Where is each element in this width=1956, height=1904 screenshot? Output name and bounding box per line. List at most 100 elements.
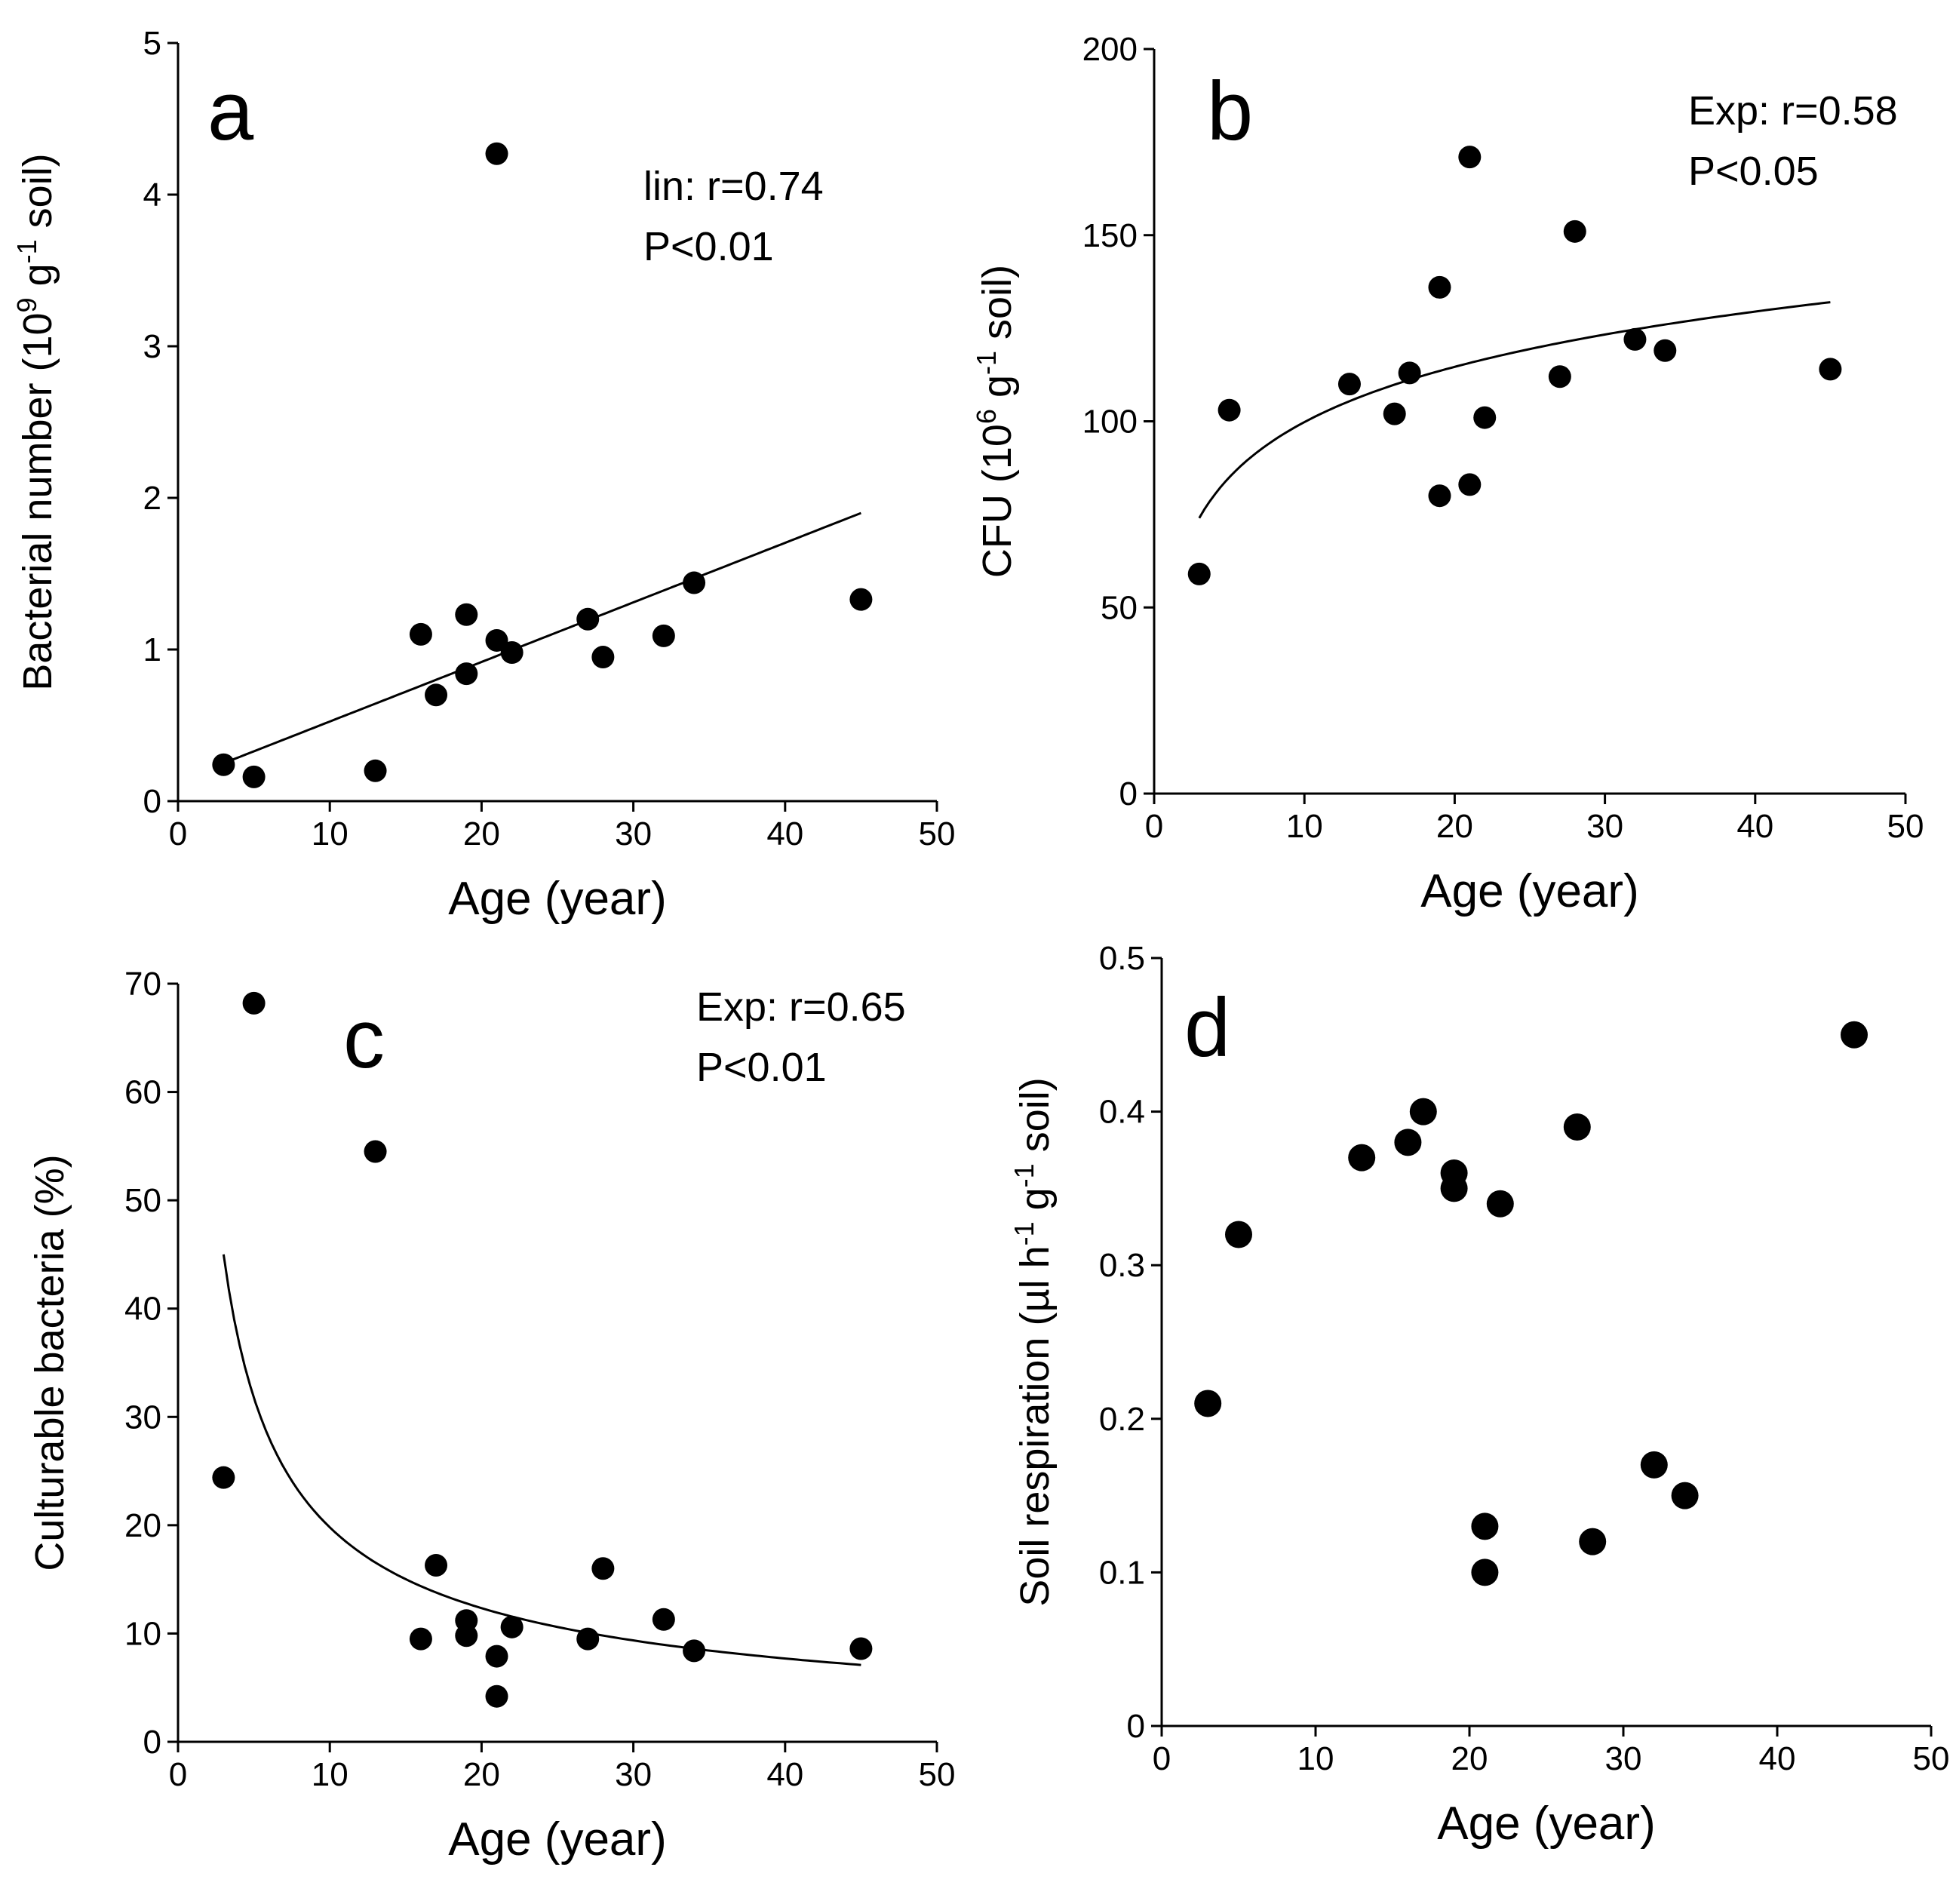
data-point xyxy=(242,991,266,1015)
y-tick-label: 0.4 xyxy=(1099,1094,1145,1131)
data-point xyxy=(683,571,706,594)
data-point xyxy=(1473,406,1497,429)
x-tick-label: 40 xyxy=(766,815,803,852)
y-tick-label: 0 xyxy=(1127,1708,1145,1745)
y-tick-label: 0.3 xyxy=(1099,1247,1145,1284)
x-tick-label: 50 xyxy=(919,1756,956,1793)
y-tick-label: 200 xyxy=(1082,31,1138,68)
data-point xyxy=(485,628,508,652)
data-point xyxy=(1841,1021,1868,1049)
x-tick-label: 50 xyxy=(1913,1740,1950,1777)
fit-curve xyxy=(1198,301,1831,519)
y-axis-label: CFU (106 g-1 soil) xyxy=(971,265,1020,578)
data-point xyxy=(1394,1129,1422,1156)
x-tick-label: 10 xyxy=(1286,808,1323,845)
data-point xyxy=(425,1553,448,1577)
panel-c: 0 10 20 30 40 50 0 10 20 30 40 50 60 70 Age (year) Cult… xyxy=(27,966,955,1866)
data-point xyxy=(455,1624,478,1648)
data-point xyxy=(212,753,235,776)
data-point xyxy=(1428,275,1451,299)
x-tick-label: 50 xyxy=(919,815,956,852)
x-tick-label: 50 xyxy=(1887,808,1924,845)
x-tick-label: 0 xyxy=(1153,1740,1171,1777)
y-tick-label: 0 xyxy=(143,783,161,820)
data-point xyxy=(1486,1190,1514,1218)
x-axis-label: Age (year) xyxy=(448,1813,666,1866)
y-tick-label: 50 xyxy=(1101,589,1138,626)
data-point xyxy=(500,1615,524,1638)
panel-letter: a xyxy=(207,65,254,158)
data-point xyxy=(1548,365,1571,388)
fit-curve xyxy=(223,511,861,765)
x-tick-label: 10 xyxy=(312,1756,349,1793)
fit-curve xyxy=(222,1254,861,1666)
data-point xyxy=(455,603,478,626)
panel-d: 0 10 20 30 40 50 0 0.1 0.2 0.3 0.4 0.5 Age (year) Soi… xyxy=(1009,940,1949,1850)
y-tick-label: 0 xyxy=(143,1724,161,1761)
data-point xyxy=(683,1639,706,1663)
data-point xyxy=(591,646,615,669)
data-point xyxy=(1671,1482,1699,1509)
data-point xyxy=(485,1645,508,1668)
data-point xyxy=(485,142,508,165)
y-tick-label: 20 xyxy=(124,1507,161,1544)
data-point xyxy=(1458,473,1482,496)
y-tick-label: 2 xyxy=(143,480,161,517)
data-point xyxy=(364,1140,387,1163)
stats-correlation: Exp: r=0.65 xyxy=(696,984,906,1030)
x-tick-label: 30 xyxy=(1605,1740,1642,1777)
y-tick-label: 100 xyxy=(1082,404,1138,441)
stats-correlation: Exp: r=0.58 xyxy=(1688,88,1898,134)
data-point xyxy=(242,765,266,788)
y-axis-label: Soil respiration (µl h-1 g-1 soil) xyxy=(1009,1077,1058,1606)
panel-letter: b xyxy=(1207,65,1253,158)
data-point xyxy=(1218,398,1241,422)
x-tick-label: 0 xyxy=(169,1756,187,1793)
y-tick-label: 3 xyxy=(143,328,161,365)
data-point xyxy=(409,622,432,646)
data-point xyxy=(652,1608,675,1631)
data-point xyxy=(1409,1098,1437,1126)
data-point xyxy=(1563,1113,1591,1141)
data-point xyxy=(1194,1390,1222,1417)
data-point xyxy=(1348,1144,1376,1172)
data-point xyxy=(500,641,524,665)
y-tick-label: 0.2 xyxy=(1099,1401,1145,1438)
data-point xyxy=(1654,339,1677,362)
x-tick-label: 30 xyxy=(1586,808,1623,845)
data-point xyxy=(1579,1528,1607,1555)
data-point xyxy=(212,1466,235,1489)
x-tick-label: 10 xyxy=(312,815,349,852)
x-tick-label: 30 xyxy=(615,815,652,852)
data-point xyxy=(1187,562,1211,585)
y-tick-label: 0.5 xyxy=(1099,940,1145,977)
y-tick-label: 50 xyxy=(124,1182,161,1219)
data-point xyxy=(1471,1512,1499,1540)
data-point xyxy=(1623,327,1647,351)
data-point xyxy=(576,607,600,631)
x-tick-label: 20 xyxy=(463,1756,500,1793)
x-axis-label: Age (year) xyxy=(448,873,666,925)
data-point xyxy=(1398,361,1421,385)
x-tick-label: 20 xyxy=(1436,808,1473,845)
data-point xyxy=(1440,1175,1468,1202)
y-tick-label: 40 xyxy=(124,1291,161,1328)
x-tick-label: 30 xyxy=(615,1756,652,1793)
y-tick-label: 0 xyxy=(1119,775,1138,812)
y-axis-label: Culturable bacteria (%) xyxy=(27,1154,72,1571)
panel-a: 0 10 20 30 40 50 0 1 2 3 4 5 Age (year) Bacterial num… xyxy=(11,25,955,925)
data-point xyxy=(409,1627,432,1651)
x-tick-label: 20 xyxy=(1451,1740,1488,1777)
x-tick-label: 0 xyxy=(1145,808,1163,845)
x-tick-label: 40 xyxy=(1736,808,1773,845)
data-point xyxy=(1225,1221,1252,1248)
panel-letter: c xyxy=(343,993,385,1086)
panel-b: 0 10 20 30 40 50 0 50 100 150 200 Age (year) CFU (10… xyxy=(971,31,1924,917)
data-point xyxy=(1563,220,1586,243)
data-point xyxy=(455,662,478,686)
data-point xyxy=(364,759,387,782)
y-tick-label: 1 xyxy=(143,631,161,668)
y-axis-label: Bacterial number (109 g-1 soil) xyxy=(11,153,60,690)
data-point xyxy=(1458,146,1482,169)
